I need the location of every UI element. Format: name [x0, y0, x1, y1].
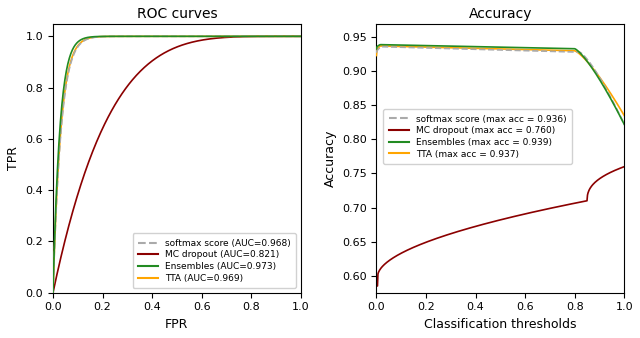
- Y-axis label: TPR: TPR: [7, 146, 20, 170]
- Legend: softmax score (max acc = 0.936), MC dropout (max acc = 0.760), Ensembles (max ac: softmax score (max acc = 0.936), MC drop…: [383, 109, 572, 164]
- Y-axis label: Accuracy: Accuracy: [323, 129, 337, 187]
- Title: ROC curves: ROC curves: [136, 7, 217, 21]
- X-axis label: Classification thresholds: Classification thresholds: [424, 318, 577, 331]
- X-axis label: FPR: FPR: [165, 318, 189, 331]
- Legend: softmax score (AUC=0.968), MC dropout (AUC=0.821), Ensembles (AUC=0.973), TTA (A: softmax score (AUC=0.968), MC dropout (A…: [132, 233, 296, 288]
- Title: Accuracy: Accuracy: [468, 7, 532, 21]
